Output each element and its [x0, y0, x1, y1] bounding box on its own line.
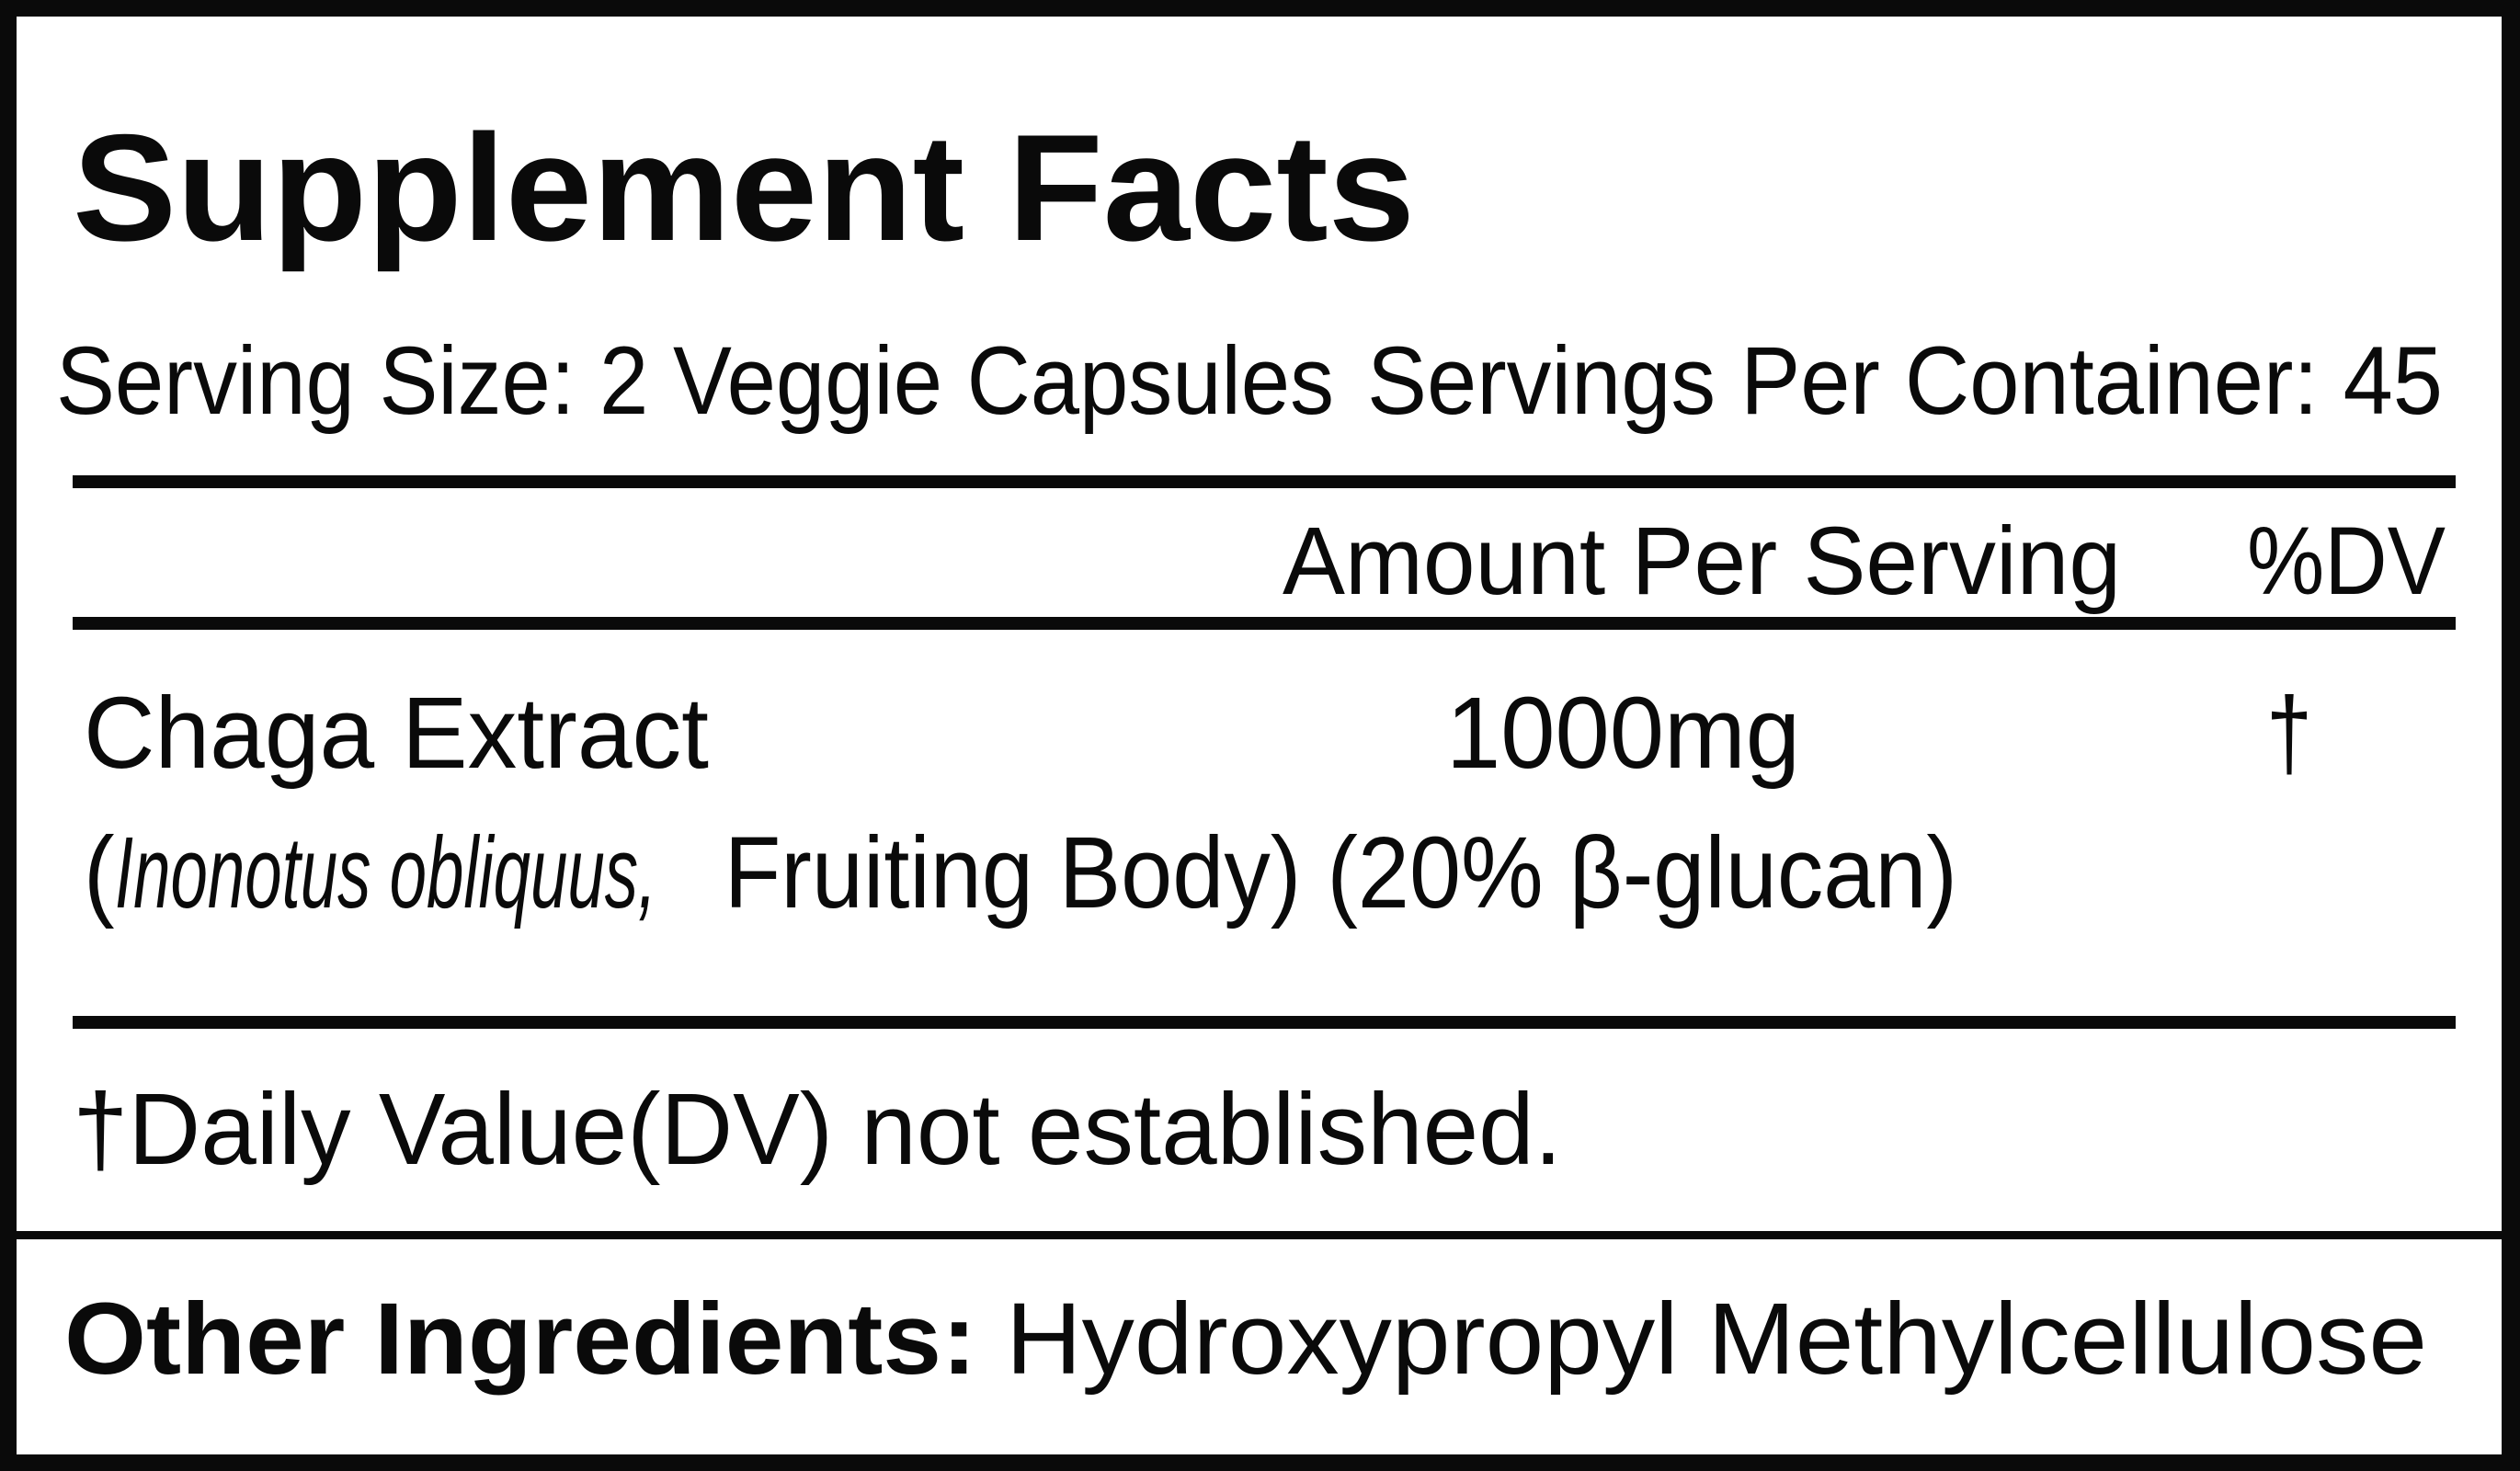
servings-per-container: Servings Per Container: 45: [1367, 327, 2443, 435]
other-ingredients: Other Ingredients: Hydroxypropyl Methylc…: [64, 1289, 2427, 1390]
ingredient-detail: (Inonotus obliquus, Fruiting Body) (20% …: [84, 823, 1957, 924]
other-ingredients-value: Hydroxypropyl Methylcellulose: [1006, 1283, 2428, 1396]
ingredient-name: Chaga Extract: [84, 677, 709, 790]
border-right: [2502, 0, 2520, 1471]
latin-name: Inonotus obliquus,: [114, 816, 656, 929]
ingredient-dv: †: [2266, 677, 2312, 790]
detail-rest: Fruiting Body) (20% β-glucan): [698, 816, 1958, 929]
serving-size: Serving Size: 2 Veggie Capsules: [56, 327, 1334, 435]
rule-thick-1: [73, 475, 2456, 488]
rule-thick-3: [73, 1016, 2456, 1029]
amount-per-serving-header: Amount Per Serving: [1283, 507, 2121, 615]
border-left: [0, 0, 17, 1471]
rule-thick-2: [73, 617, 2456, 630]
footnote: †Daily Value(DV) not established.: [73, 1073, 1562, 1186]
border-bottom: [0, 1454, 2520, 1471]
detail-open-paren: (: [84, 816, 115, 929]
page-title: Supplement Facts: [73, 103, 1415, 272]
separator: [0, 1231, 2520, 1239]
border-top: [0, 0, 2520, 17]
dv-header: %DV: [2247, 507, 2446, 615]
ingredient-amount: 1000mg: [1446, 677, 1800, 790]
other-ingredients-label: Other Ingredients:: [64, 1283, 977, 1396]
